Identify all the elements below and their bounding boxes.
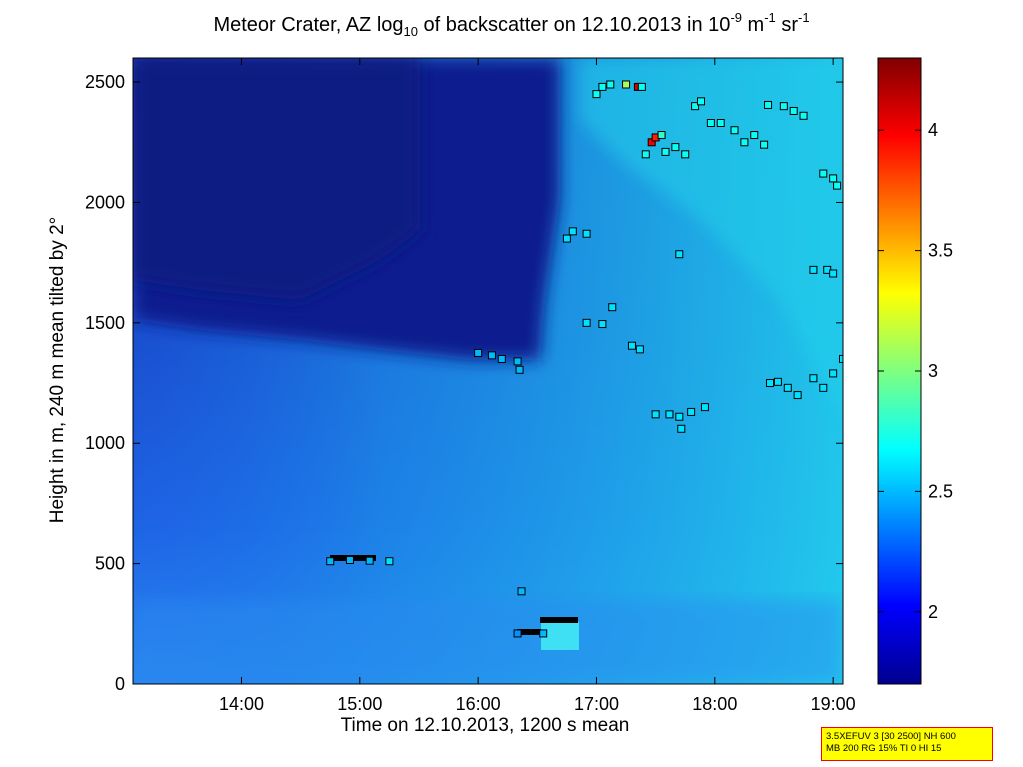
x-tick-label: 18:00 <box>692 694 737 714</box>
scatter-marker <box>809 374 818 383</box>
scatter-marker <box>661 147 670 156</box>
scatter-marker <box>671 143 680 152</box>
scatter-marker <box>779 102 788 111</box>
y-tick-label: 2500 <box>85 72 125 92</box>
scatter-marker <box>487 351 496 360</box>
scatter-marker <box>515 365 524 374</box>
scatter-marker <box>345 556 354 565</box>
chart-title: Meteor Crater, AZ log10 of backscatter o… <box>213 10 810 39</box>
colorbar-tick-label: 2 <box>928 602 938 622</box>
scatter-marker <box>829 269 838 278</box>
x-tick-label: 17:00 <box>574 694 619 714</box>
x-tick-label: 15:00 <box>337 694 382 714</box>
scatter-marker <box>627 341 636 350</box>
scatter-marker <box>697 97 705 106</box>
scatter-marker <box>365 556 374 565</box>
scatter-marker <box>637 82 646 91</box>
scatter-marker <box>730 126 739 135</box>
colorbar-tick-label: 3 <box>928 361 938 381</box>
plot-frame <box>132 57 844 685</box>
scatter-marker <box>829 369 838 378</box>
scatter-marker <box>513 629 522 638</box>
scatter-marker <box>608 303 617 312</box>
colorbar-tick-label: 2.5 <box>928 481 953 501</box>
scatter-marker <box>568 227 577 236</box>
y-tick-label: 1500 <box>85 313 125 333</box>
scatter-marker <box>385 557 394 566</box>
scatter-marker <box>829 174 838 183</box>
scatter-marker <box>592 90 601 99</box>
scatter-marker <box>766 379 775 388</box>
scatter-marker <box>635 345 644 354</box>
scatter-marker <box>691 102 700 111</box>
scatter-marker <box>622 80 631 89</box>
scatter-marker <box>716 119 725 128</box>
scatter-marker <box>657 131 666 140</box>
y-tick-label: 500 <box>95 554 125 574</box>
scatter-marker <box>819 383 828 392</box>
scatter-marker <box>793 391 802 400</box>
x-axis: 14:00 15:00 16:00 17:00 18:00 19:00 <box>219 58 856 714</box>
scatter-marker <box>582 229 591 238</box>
y-tick-label: 0 <box>115 674 125 694</box>
scatter-marker <box>809 265 818 274</box>
scatter-marker <box>497 354 506 363</box>
info-line-1: 3.5XEFUV 3 [30 2500] NH 600 <box>826 731 956 742</box>
scatter-marker <box>641 150 650 159</box>
scatter-marker <box>833 181 842 190</box>
scatter-marker <box>675 250 684 259</box>
scatter-marker <box>783 383 792 392</box>
scatter-marker <box>750 131 759 140</box>
scatter-marker <box>773 377 782 386</box>
scatter-markers <box>326 80 843 638</box>
scatter-marker <box>598 82 607 91</box>
scatter-marker <box>740 138 749 147</box>
y-axis: 0 500 1000 1500 2000 2500 <box>85 72 843 694</box>
x-tick-label: 19:00 <box>811 694 856 714</box>
scatter-marker <box>799 111 808 120</box>
scatter-marker <box>598 320 607 329</box>
scatter-marker <box>474 348 483 357</box>
scatter-marker <box>606 80 615 89</box>
scatter-marker <box>681 150 690 159</box>
colorbar-tick-label: 4 <box>928 120 938 140</box>
scatter-marker <box>764 100 773 109</box>
settings-info-box: 3.5XEFUV 3 [30 2500] NH 600 MB 200 RG 15… <box>821 727 993 761</box>
scatter-marker <box>706 119 715 128</box>
scatter-marker <box>651 410 660 419</box>
colorbar-tick-label: 3.5 <box>928 241 953 261</box>
scatter-marker <box>687 407 696 416</box>
x-axis-label: Time on 12.10.2013, 1200 s mean <box>340 715 630 736</box>
scatter-marker <box>665 410 674 419</box>
scatter-marker <box>675 412 684 421</box>
colorbar-ticks: 2 2.5 3 3.5 4 <box>878 120 953 622</box>
heatmap-field <box>133 58 843 684</box>
scatter-marker <box>760 140 769 149</box>
scatter-marker <box>562 234 571 243</box>
scatter-marker <box>839 354 843 363</box>
scatter-marker <box>700 403 709 412</box>
scatter-marker <box>517 587 526 596</box>
y-axis-label: Height in m, 240 m mean tilted by 2° <box>47 216 68 524</box>
info-line-2: MB 200 RG 15% TI 0 HI 15 <box>826 743 942 754</box>
y-tick-label: 2000 <box>85 192 125 212</box>
x-tick-label: 14:00 <box>219 694 264 714</box>
scatter-marker <box>582 318 591 327</box>
x-tick-label: 16:00 <box>456 694 501 714</box>
y-tick-label: 1000 <box>85 433 125 453</box>
scatter-marker <box>513 357 522 366</box>
scatter-marker <box>819 169 828 178</box>
scatter-marker <box>677 424 686 433</box>
scatter-marker <box>539 629 548 638</box>
colorbar <box>877 57 922 685</box>
scatter-marker <box>326 557 335 566</box>
scatter-marker <box>789 106 798 115</box>
